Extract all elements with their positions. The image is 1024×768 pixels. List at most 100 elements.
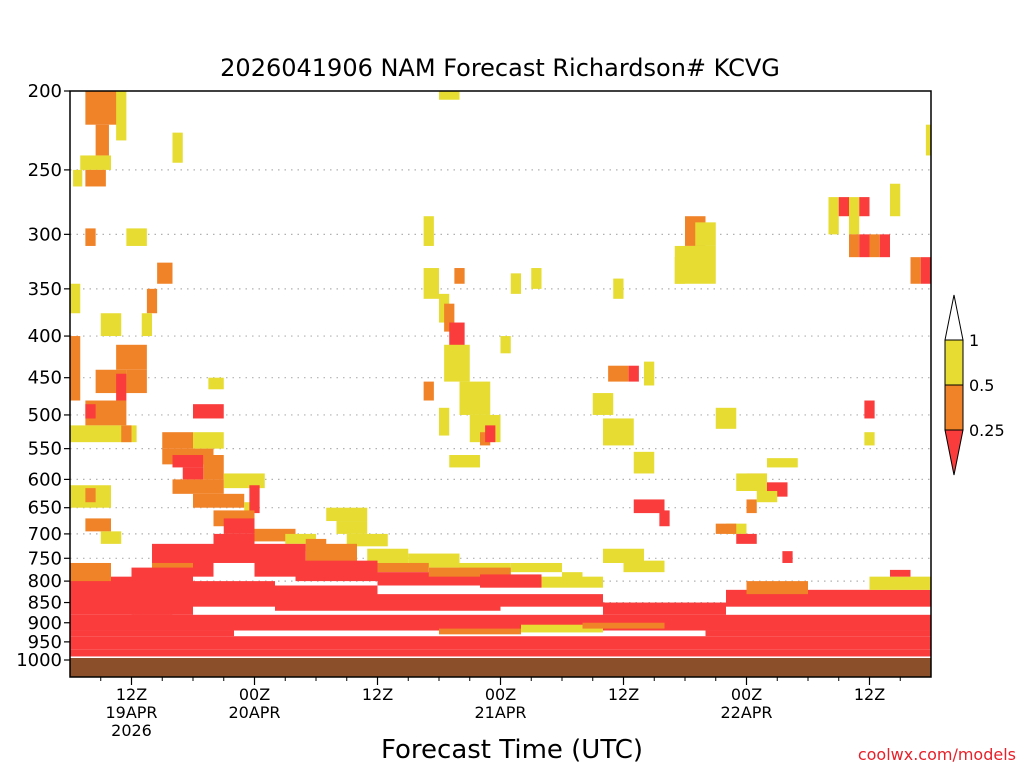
heatmap-cell [70, 614, 931, 631]
heatmap-cell [500, 336, 511, 354]
heatmap-cell [828, 589, 931, 607]
x-tick-label: 00Z [239, 685, 270, 704]
heatmap-cell [377, 562, 429, 573]
heatmap-cell [85, 488, 96, 503]
x-tick-label: 00Z [731, 685, 762, 704]
legend-swatch [944, 384, 964, 431]
x-tick-label: 20APR [228, 703, 280, 722]
heatmap-cell [510, 273, 521, 294]
legend-swatch [944, 339, 964, 386]
heatmap-cell [480, 574, 542, 588]
heatmap-cell [73, 169, 83, 187]
heatmap-cell [193, 404, 224, 419]
heatmap-cell [613, 278, 624, 299]
heatmap-cell [659, 510, 670, 527]
y-tick-label: 300 [28, 224, 62, 245]
heatmap-cell [439, 628, 521, 635]
heatmap-cell [859, 234, 870, 258]
heatmap-cells [70, 91, 931, 657]
heatmap-cell [126, 369, 147, 394]
heatmap-cell [70, 336, 81, 401]
x-tick-label: 12Z [608, 685, 639, 704]
y-tick-label: 800 [28, 571, 62, 592]
heatmap-cell [736, 473, 767, 491]
heatmap-cell [100, 531, 122, 544]
heatmap-cell [70, 283, 81, 314]
heatmap-cell [510, 562, 562, 573]
heatmap-cell [80, 155, 111, 170]
heatmap-cell [608, 365, 629, 382]
y-tick-label: 500 [28, 405, 62, 426]
x-tick-label: 12Z [362, 685, 393, 704]
heatmap-cell [423, 216, 434, 246]
heatmap-cell [285, 533, 316, 544]
x-axis-title: Forecast Time (UTC) [381, 735, 643, 765]
heatmap-cell [879, 234, 890, 258]
heatmap-cell [70, 649, 931, 657]
y-tick-label: 650 [28, 498, 62, 519]
plot-area [69, 90, 932, 678]
heatmap-cell [864, 400, 875, 419]
heatmap-cell [249, 485, 260, 514]
heatmap-cell [444, 344, 470, 382]
heatmap-cell [95, 124, 109, 156]
heatmap-cell [869, 576, 931, 590]
heatmap-cell [423, 381, 434, 401]
heatmap-cell [367, 548, 409, 563]
heatmap-cell [644, 361, 655, 386]
heatmap-cell [70, 425, 137, 443]
heatmap-cell [423, 268, 439, 299]
x-tick-label: 2026 [111, 721, 152, 740]
heatmap-cell [890, 183, 901, 217]
heatmap-cell [275, 585, 378, 611]
y-tick-label: 350 [28, 279, 62, 300]
heatmap-cell [500, 594, 603, 607]
heatmap-cell [182, 467, 204, 480]
x-tick-label: 21APR [474, 703, 526, 722]
legend-swatch-top [944, 294, 964, 341]
y-tick-label: 450 [28, 368, 62, 389]
chart-title: 2026041906 NAM Forecast Richardson# KCVG [220, 54, 780, 82]
heatmap-cell [162, 432, 193, 449]
heatmap-cell [100, 313, 122, 337]
x-tick-label: 22APR [720, 703, 772, 722]
heatmap-cell [910, 257, 921, 284]
heatmap-cell [890, 569, 911, 577]
heatmap-cell [203, 455, 224, 480]
heatmap-cell [70, 630, 234, 637]
legend-label: 0.25 [969, 421, 1005, 440]
heatmap-cell [193, 493, 245, 508]
heatmap-cell [623, 560, 665, 573]
heatmap-cell [541, 576, 603, 588]
heatmap-cell [767, 458, 798, 468]
heatmap-cell [70, 636, 931, 650]
heatmap-cell [116, 373, 127, 401]
heatmap-cell [85, 169, 106, 187]
heatmap-cell [925, 124, 931, 156]
heatmap-cell [172, 132, 183, 163]
y-tick-label: 400 [28, 326, 62, 347]
y-tick-label: 550 [28, 439, 62, 460]
heatmap-cell [864, 432, 875, 446]
heatmap-cell [582, 622, 665, 629]
heatmap-cell [633, 499, 665, 514]
heatmap-cell [485, 425, 496, 443]
x-tick-label: 12Z [854, 685, 885, 704]
heatmap-cell [746, 581, 808, 595]
heatmap-cell [85, 91, 122, 125]
heatmap-cell [439, 91, 460, 100]
heatmap-cell [869, 234, 880, 258]
x-tick-label: 12Z [116, 685, 147, 704]
heatmap-cell [633, 451, 655, 474]
heatmap-cell [336, 521, 368, 534]
heatmap-cell [172, 479, 224, 494]
heatmap-cell [305, 543, 357, 563]
heatmap-cell [449, 455, 480, 468]
heatmap-cell [377, 594, 501, 611]
heatmap-cell [459, 381, 491, 415]
heatmap-cell [213, 533, 255, 563]
heatmap-cell [116, 344, 147, 370]
heatmap-cell [592, 393, 614, 415]
y-tick-label: 200 [28, 81, 62, 102]
